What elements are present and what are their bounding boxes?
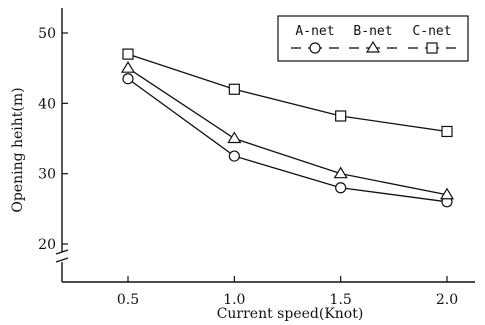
axes: 20 30 40 50 0.5 1.0 1.5 2.0 — [38, 8, 475, 308]
series-b-net — [120, 61, 455, 200]
plot-area — [120, 48, 455, 208]
legend-marker — [309, 42, 321, 54]
data-point — [228, 83, 240, 95]
data-point — [122, 73, 134, 85]
data-point — [439, 187, 455, 200]
legend-marker — [426, 42, 438, 54]
series-a-net — [122, 73, 453, 208]
data-point — [228, 150, 240, 162]
series-line — [127, 78, 448, 203]
legend-label: A-net — [295, 24, 334, 39]
data-point — [120, 61, 136, 73]
legend-label: B-net — [353, 24, 392, 39]
legend-label: C-net — [412, 24, 451, 39]
x-tick-label: 1.0 — [223, 292, 245, 308]
data-point — [227, 131, 242, 144]
series-line — [127, 67, 448, 196]
y-tick-label: 40 — [38, 96, 56, 112]
y-axis-label: Opening heiht(m) — [10, 87, 26, 212]
x-axis-label: Current speed(Knot) — [217, 306, 364, 322]
data-point — [335, 182, 347, 194]
y-tick-label: 20 — [38, 237, 56, 253]
legend-marker — [365, 40, 381, 53]
data-point — [441, 125, 453, 138]
x-tick-label: 0.5 — [117, 292, 139, 308]
data-point — [333, 166, 348, 179]
y-tick-label: 30 — [38, 167, 56, 183]
x-tick-label: 1.5 — [330, 292, 352, 308]
series-c-net — [122, 48, 453, 138]
data-point — [122, 48, 134, 60]
y-axis-break-mark — [55, 257, 69, 263]
series-line — [127, 53, 448, 133]
y-axis-break-mark — [55, 249, 69, 255]
x-tick-label: 2.0 — [436, 292, 458, 308]
y-tick-label: 50 — [38, 26, 56, 42]
data-point — [335, 110, 347, 122]
legend: A-net B-net C-net — [277, 15, 469, 62]
